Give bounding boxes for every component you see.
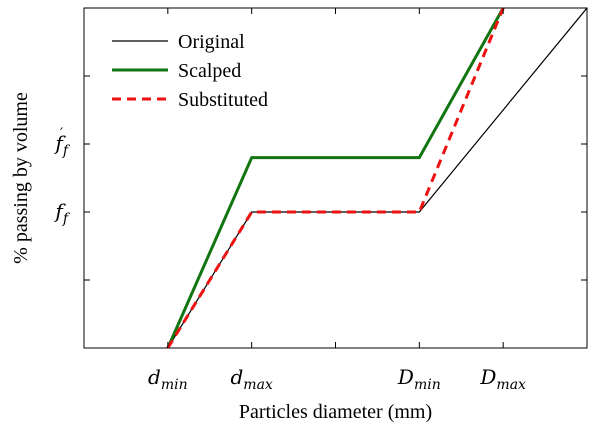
legend-label-original: Original [178, 31, 245, 53]
x-tick-label: dmax [230, 365, 272, 393]
series-line-substituted [166, 8, 505, 348]
x-tick-label: Dmax [479, 365, 526, 393]
legend-label-substituted: Substituted [178, 89, 268, 111]
y-axis-label: % passing by volume [10, 92, 32, 264]
y-tick-label: ff [53, 199, 70, 227]
x-axis-label: Particles diameter (mm) [239, 401, 432, 423]
ticks-layer: dmin dmax Dmin Dmax ff ff′ [53, 8, 587, 393]
legend-label-scalped: Scalped [178, 60, 241, 82]
legend: Original Scalped Substituted [112, 31, 268, 111]
plot-area [83, 7, 588, 349]
plot-frame [83, 7, 588, 349]
x-tick-label: Dmin [397, 365, 441, 393]
y-tick-label: ff′ [53, 126, 70, 159]
series-line-scalped [166, 8, 505, 348]
series-line-original [167, 8, 587, 348]
series-layer [166, 8, 587, 348]
x-tick-label: dmin [148, 365, 188, 393]
